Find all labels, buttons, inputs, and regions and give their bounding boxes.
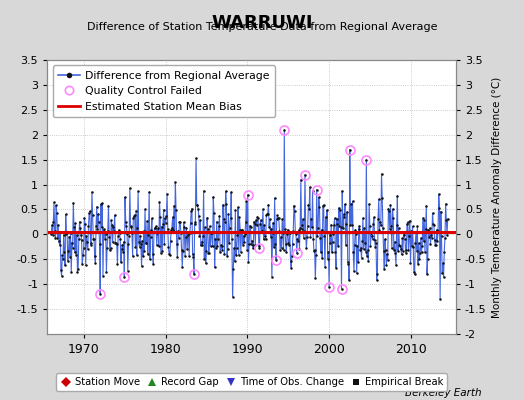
Y-axis label: Monthly Temperature Anomaly Difference (°C): Monthly Temperature Anomaly Difference (…	[492, 76, 502, 318]
Legend: Difference from Regional Average, Quality Control Failed, Estimated Station Mean: Difference from Regional Average, Qualit…	[52, 66, 275, 117]
Text: WARRUWI: WARRUWI	[211, 14, 313, 32]
Text: Berkeley Earth: Berkeley Earth	[406, 388, 482, 398]
Legend: Station Move, Record Gap, Time of Obs. Change, Empirical Break: Station Move, Record Gap, Time of Obs. C…	[56, 373, 447, 391]
Text: Difference of Station Temperature Data from Regional Average: Difference of Station Temperature Data f…	[87, 22, 437, 32]
